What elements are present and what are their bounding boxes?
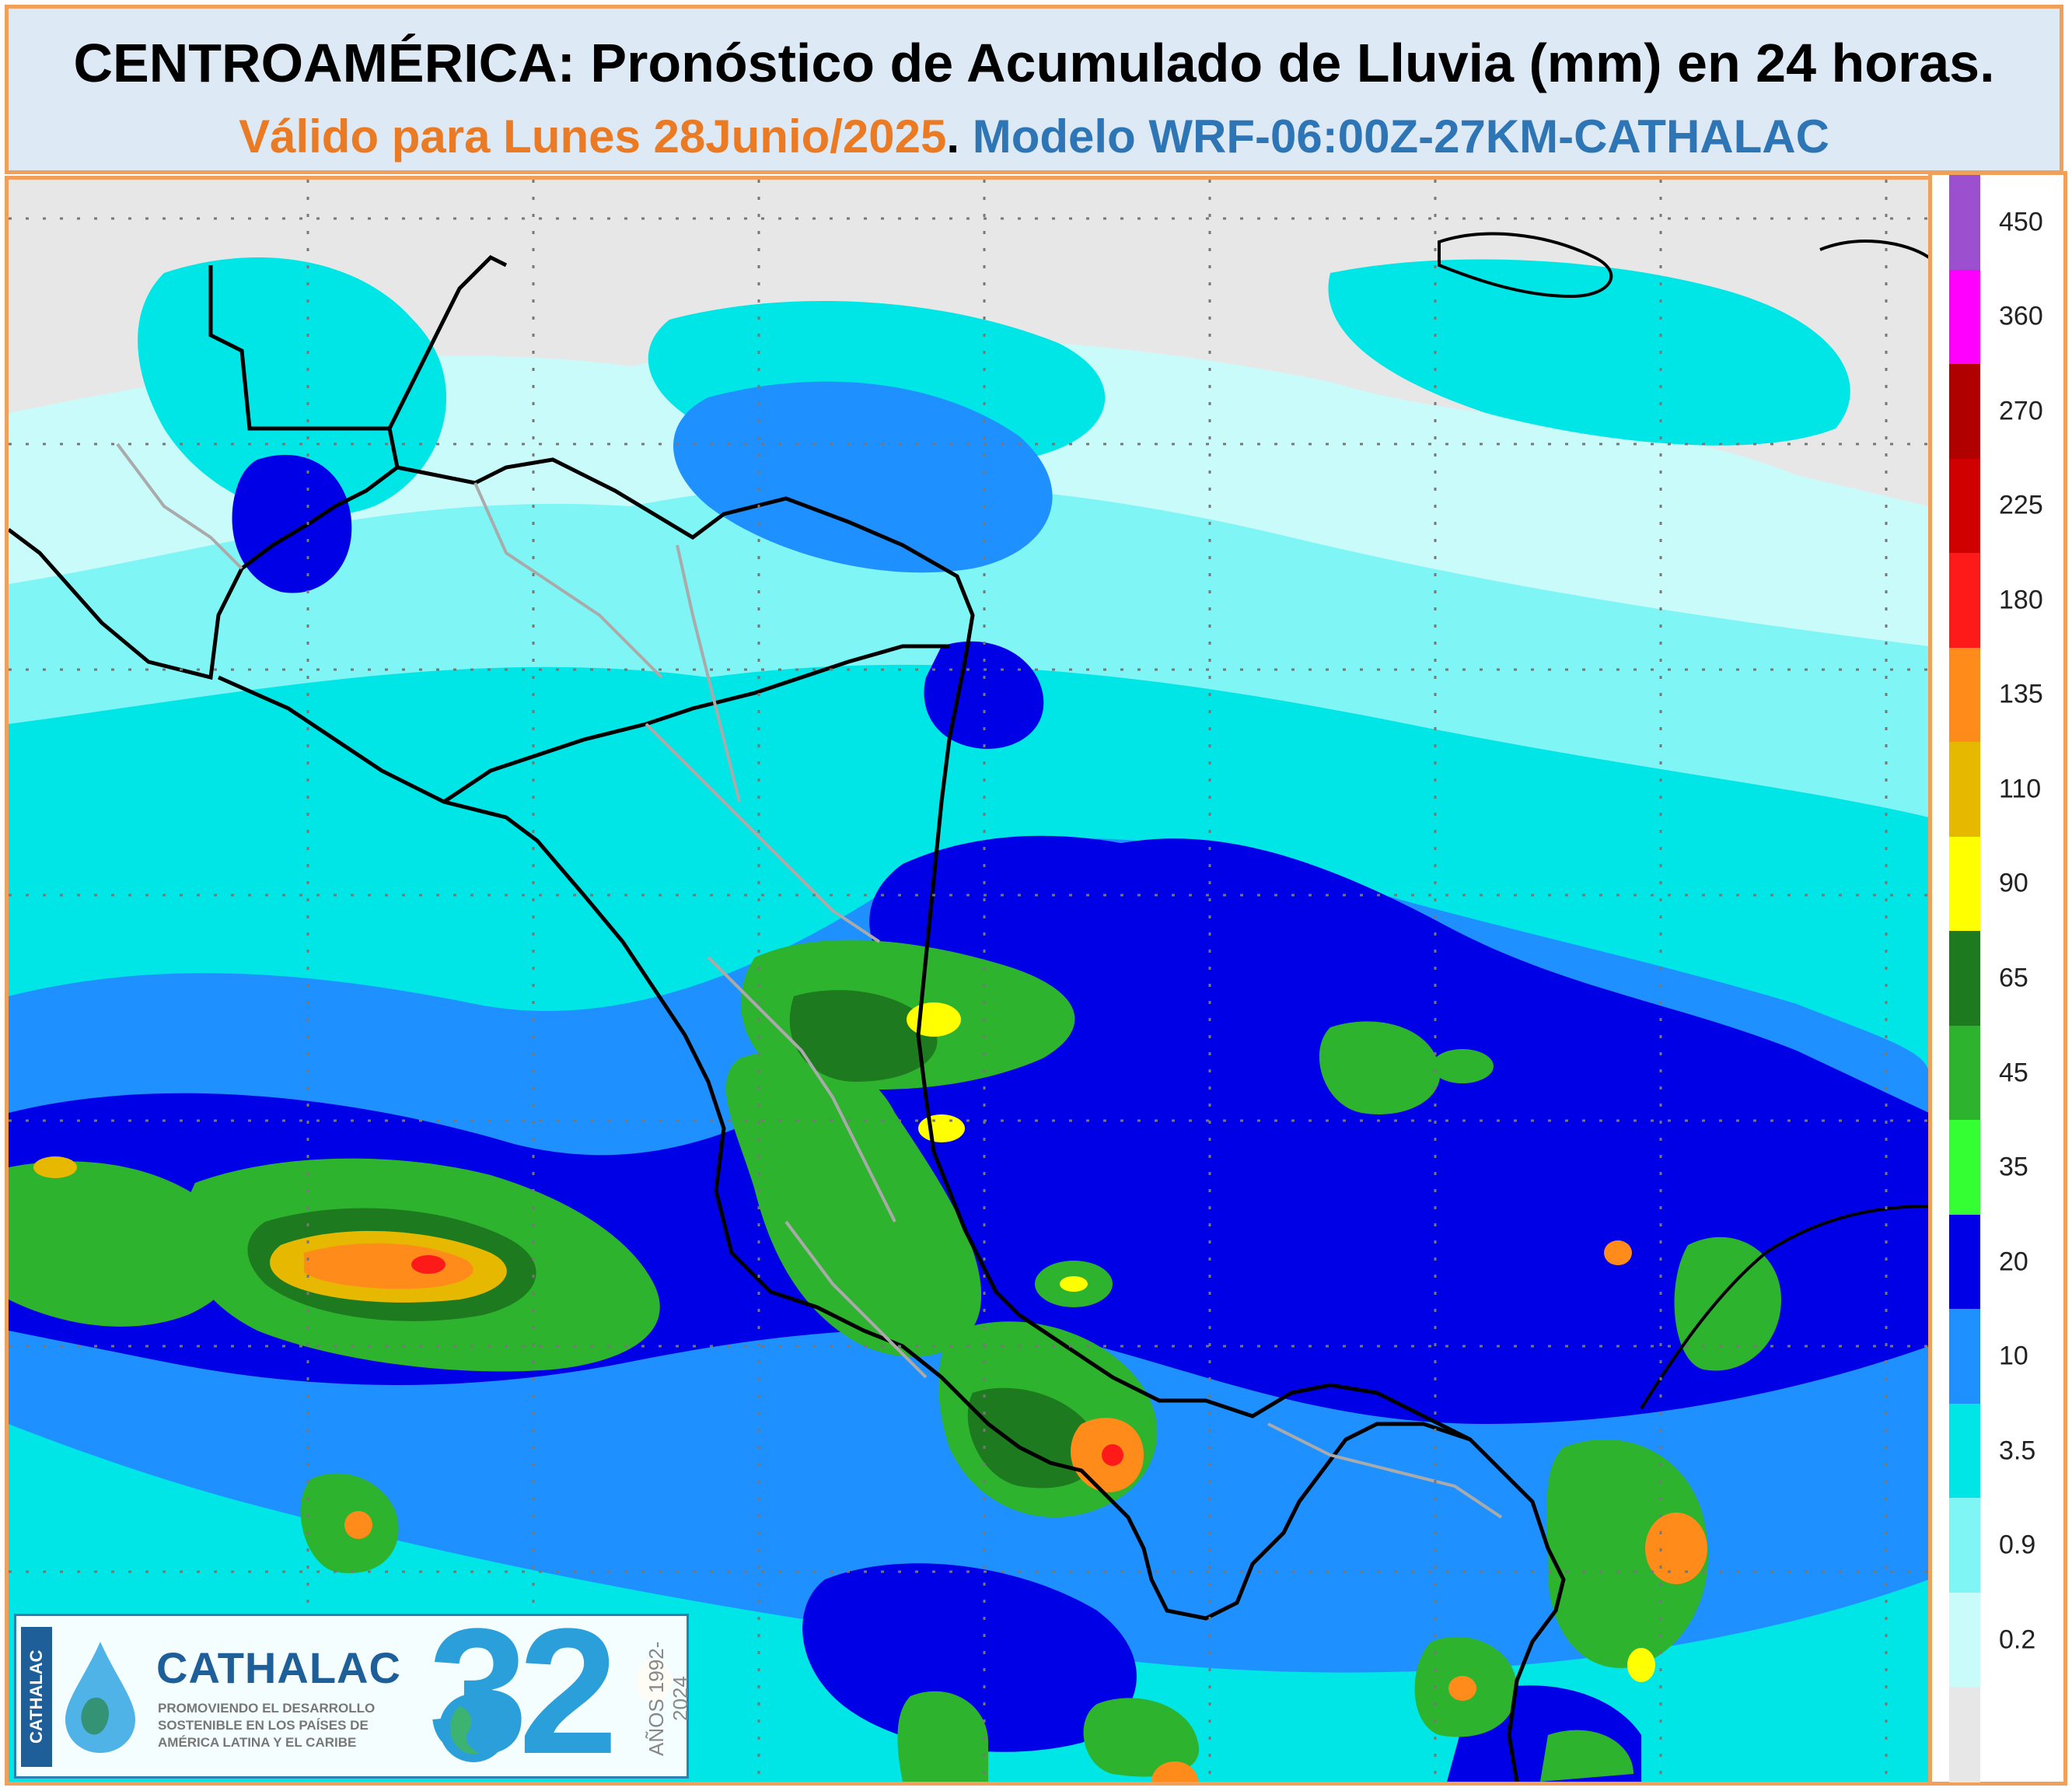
legend-label: 90 <box>1999 868 2028 898</box>
legend-swatch <box>1949 1687 1980 1782</box>
valid-date: Válido para Lunes 28Junio/2025 <box>239 110 947 163</box>
legend-label: 225 <box>1999 490 2043 520</box>
legend-label: 65 <box>1999 963 2028 993</box>
legend-swatch <box>1949 364 1980 460</box>
legend-label: 35 <box>1999 1152 2028 1182</box>
legend-swatch <box>1949 458 1980 554</box>
model-name: Modelo WRF-06:00Z-27KM-CATHALAC <box>959 110 1829 163</box>
legend-label: 10 <box>1999 1341 2028 1371</box>
legend-swatch <box>1949 1025 1980 1121</box>
globe-icon <box>439 1694 508 1762</box>
legend-swatch <box>1949 553 1980 649</box>
logo-name: CATHALAC <box>156 1643 401 1692</box>
logo-vertical-text: CATHALAC <box>21 1627 52 1767</box>
map-subtitle: Válido para Lunes 28Junio/2025. Modelo W… <box>9 110 2060 163</box>
legend-label: 135 <box>1999 679 2043 709</box>
legend-swatch <box>1949 931 1980 1027</box>
legend-color-bar <box>1949 175 1980 1782</box>
cathalac-logo: CATHALAC CATHALAC PROMOVIENDO EL DESARRO… <box>14 1602 692 1781</box>
legend-label: 20 <box>1999 1247 2028 1277</box>
legend-label: 270 <box>1999 396 2043 426</box>
legend-swatch <box>1949 269 1980 366</box>
legend-label: 360 <box>1999 301 2043 331</box>
legend-label: 0.2 <box>1999 1625 2036 1655</box>
legend-label: 110 <box>1999 774 2042 804</box>
legend-swatch <box>1949 1592 1980 1688</box>
legend-label: 180 <box>1999 585 2043 615</box>
logo-tagline: PROMOVIENDO EL DESARROLLO SOSTENIBLE EN … <box>158 1701 376 1750</box>
rainfall-map-canvas <box>9 180 1929 1782</box>
legend-swatch <box>1949 836 1980 932</box>
subtitle-separator: . <box>946 110 960 163</box>
legend-swatch <box>1949 175 1980 271</box>
legend-swatch <box>1949 1403 1980 1499</box>
color-scale-legend: 450 360 270 225 180 135 110 90 65 45 35 20 10 3.5 0.9 0… <box>1928 171 2067 1786</box>
legend-swatch <box>1949 1214 1980 1310</box>
legend-swatch <box>1949 1120 1980 1216</box>
legend-swatch <box>1949 1309 1980 1404</box>
legend-label: 45 <box>1999 1058 2028 1088</box>
legend-swatch <box>1949 647 1980 743</box>
legend-label: 0.9 <box>1999 1530 2036 1560</box>
legend-swatch <box>1949 1498 1980 1593</box>
legend-label: 3.5 <box>1999 1436 2036 1466</box>
map-header: CENTROAMÉRICA: Pronóstico de Acumulado d… <box>5 5 2063 174</box>
legend-label: 450 <box>1999 207 2043 237</box>
map-title: CENTROAMÉRICA: Pronóstico de Acumulado d… <box>73 33 1995 93</box>
logo-years: AÑOS 1992-2024 <box>645 1641 692 1756</box>
legend-swatch <box>1949 742 1980 838</box>
rainfall-map <box>5 176 1933 1786</box>
water-drop-icon <box>65 1642 135 1753</box>
